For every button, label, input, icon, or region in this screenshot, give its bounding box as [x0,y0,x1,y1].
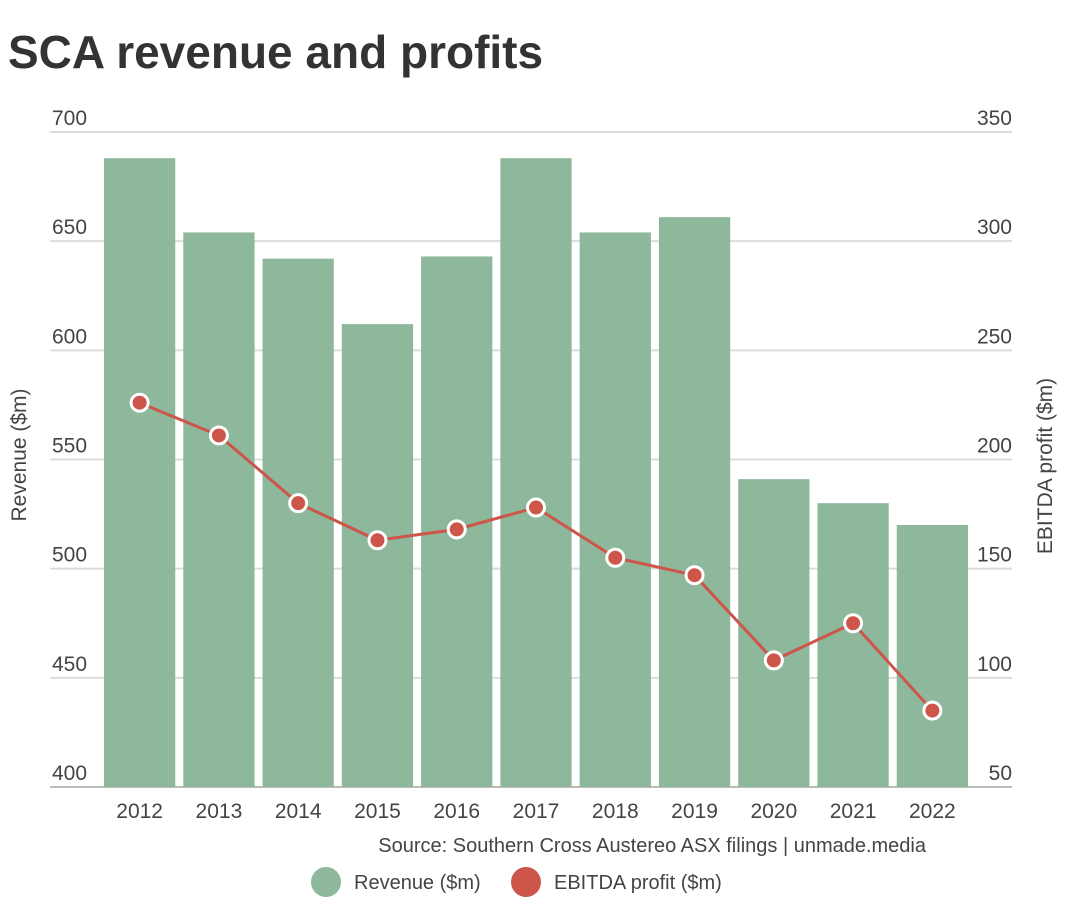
x-tick-label: 2018 [592,800,639,823]
right-axis-label: EBITDA profit ($m) [1034,378,1057,554]
point-ebitda-2020 [763,650,784,671]
right-tick-label: 300 [977,216,1012,239]
left-tick-label: 700 [52,107,87,130]
x-tick-label: 2012 [116,800,163,823]
point-ebitda-2016 [446,519,467,540]
right-tick-label: 100 [977,653,1012,676]
legend-label-revenue: Revenue ($m) [354,872,481,894]
bar-revenue-2019 [658,217,731,787]
right-axis-ticks: 350 300 250 200 150 100 50 [977,107,1012,785]
point-ebitda-2014 [288,493,309,514]
x-tick-label: 2022 [909,800,956,823]
legend-swatch-revenue [311,867,341,897]
bar-revenue-2015 [341,324,414,787]
legend-label-ebitda: EBITDA profit ($m) [554,872,722,894]
x-tick-label: 2021 [830,800,877,823]
left-tick-label: 400 [52,762,87,785]
point-ebitda-2018 [605,547,626,568]
source-note: Source: Southern Cross Austereo ASX fili… [378,835,927,857]
legend: Revenue ($m) EBITDA profit ($m) [311,867,722,897]
ebitda-line [129,392,943,721]
x-tick-label: 2015 [354,800,401,823]
point-ebitda-2021 [843,613,864,634]
right-tick-label: 200 [977,435,1012,458]
x-tick-label: 2020 [750,800,797,823]
bar-revenue-2021 [817,503,889,787]
left-tick-label: 650 [52,216,87,239]
point-ebitda-2017 [526,497,546,518]
point-ebitda-2022 [922,700,943,721]
right-tick-label: 150 [977,544,1012,567]
x-tick-label: 2013 [196,800,243,823]
bar-revenue-2012 [104,158,176,787]
right-tick-label: 50 [989,762,1012,785]
left-tick-label: 450 [52,653,87,676]
x-tick-label: 2017 [513,800,560,823]
bar-revenue-2013 [183,232,255,787]
x-axis-ticks: 2012 2013 2014 2015 2016 2017 2018 2019 2020 2021… [116,800,955,823]
bar-revenue-2014 [262,258,334,788]
legend-swatch-ebitda [511,867,541,897]
x-tick-label: 2016 [433,800,480,823]
right-tick-label: 250 [977,325,1012,348]
right-tick-label: 350 [977,107,1012,130]
left-axis-ticks: 700 650 600 550 500 450 400 [52,107,87,785]
left-tick-label: 500 [52,544,87,567]
left-tick-label: 600 [52,325,87,348]
x-tick-label: 2019 [671,800,718,823]
left-tick-label: 550 [52,435,87,458]
point-ebitda-2019 [684,565,705,586]
chart-title: SCA revenue and profits [8,26,543,78]
point-ebitda-2015 [367,530,388,551]
point-ebitda-2013 [208,425,229,446]
point-ebitda-2012 [129,392,150,413]
revenue-bars [104,158,968,788]
x-tick-label: 2014 [275,800,322,823]
left-axis-label: Revenue ($m) [8,388,31,521]
bar-revenue-2022 [896,525,968,787]
bar-revenue-2018 [579,232,651,787]
bar-revenue-2017 [500,158,572,787]
